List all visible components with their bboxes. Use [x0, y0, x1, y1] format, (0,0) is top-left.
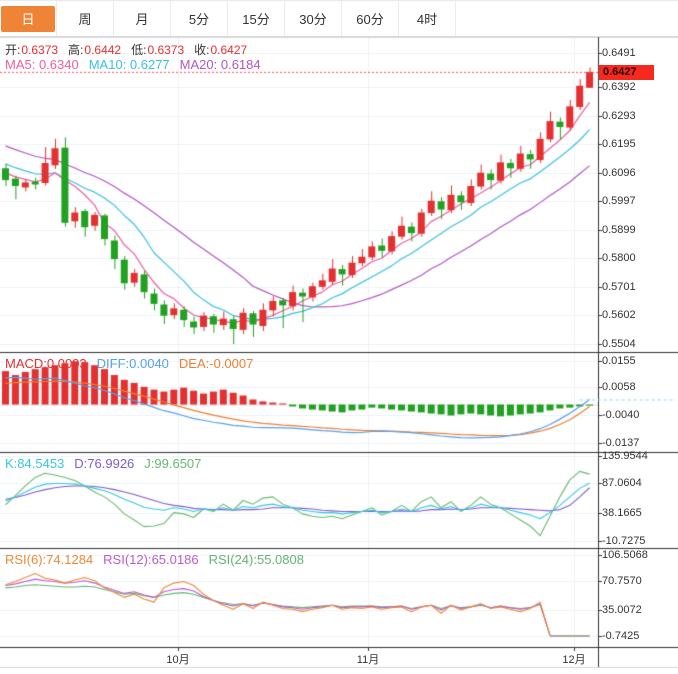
rsi-axis-label-0: 106.5068 — [602, 549, 648, 561]
macd-values-row: MACD:0.0093 DIFF:0.0040 DEA:-0.0007 — [5, 356, 263, 371]
ma-value-2: MA20: 0.6184 — [179, 57, 261, 72]
macd-value-0: MACD:0.0093 — [5, 356, 87, 371]
ma-values-row: MA5: 0.6340 MA10: 0.6277 MA20: 0.6184 — [5, 57, 271, 72]
tab-15min-label: 15分 — [242, 12, 270, 27]
month-label-2: 12月 — [562, 654, 586, 666]
rsi-value-2: RSI(24):55.0808 — [208, 552, 304, 567]
macd-value-1: DIFF:0.0040 — [96, 356, 169, 371]
tab-month-label: 月 — [135, 12, 149, 27]
tab-60min[interactable]: 60分 — [342, 1, 399, 36]
quote-label-0: 开: — [5, 43, 21, 57]
ohlc-row: 开:0.6373 高:0.6442 低:0.6373 收:0.6427 — [5, 41, 257, 58]
tab-15min[interactable]: 15分 — [228, 1, 285, 36]
main-axis-label-0: 0.6491 — [602, 47, 636, 59]
main-axis-label-2: 0.6293 — [602, 110, 636, 122]
kdj-axis-label-1: 87.0604 — [602, 477, 642, 489]
quote-label-2: 低: — [131, 43, 147, 57]
tab-week-label: 周 — [78, 12, 92, 27]
tab-week[interactable]: 周 — [57, 1, 114, 36]
main-axis-label-4: 0.6096 — [602, 167, 636, 179]
rsi-value-0: RSI(6):74.1284 — [5, 552, 94, 567]
kdj-values-row: K:84.5453 D:76.9926 J:99.6507 — [5, 456, 211, 471]
main-axis-label-3: 0.6195 — [602, 138, 636, 150]
rsi-axis-label-3: -0.7425 — [602, 630, 640, 642]
tab-day-label: 日 — [1, 5, 55, 32]
month-label-1: 11月 — [356, 654, 380, 666]
current-price-tag: 0.6427 — [599, 65, 654, 80]
tab-60min-label: 60分 — [356, 12, 384, 27]
main-axis-label-1: 0.6392 — [602, 81, 636, 93]
macd-axis-label-2: -0.0040 — [602, 409, 640, 421]
ma-value-1: MA10: 0.6277 — [88, 57, 170, 72]
main-axis-label-5: 0.5997 — [602, 195, 636, 207]
macd-value-2: DEA:-0.0007 — [178, 356, 254, 371]
macd-axis-label-0: 0.0155 — [602, 355, 636, 367]
month-label-0: 10月 — [166, 654, 190, 666]
quote-value-2: 0.6373 — [147, 43, 185, 57]
macd-axis-label-3: -0.0137 — [602, 437, 640, 449]
main-axis-label-10: 0.5504 — [602, 338, 636, 350]
quote-value-3: 0.6427 — [210, 43, 248, 57]
tab-5min-label: 5分 — [188, 12, 210, 27]
macd-axis-label-1: 0.0058 — [602, 381, 636, 393]
rsi-values-row: RSI(6):74.1284 RSI(12):65.0186 RSI(24):55.… — [5, 552, 314, 567]
rsi-value-1: RSI(12):65.0186 — [103, 552, 199, 567]
quote-label-1: 高: — [68, 43, 84, 57]
tab-5min[interactable]: 5分 — [171, 1, 228, 36]
kdj-axis-label-2: 38.1665 — [602, 507, 642, 519]
tab-4hour-label: 4时 — [416, 12, 438, 27]
tab-30min-label: 30分 — [299, 12, 327, 27]
kdj-value-0: K:84.5453 — [5, 456, 65, 471]
quote-value-0: 0.6373 — [21, 43, 59, 57]
quote-label-3: 收: — [194, 43, 210, 57]
rsi-axis-label-1: 70.7570 — [602, 575, 642, 587]
kdj-axis-label-3: -10.7275 — [602, 535, 646, 547]
tab-day[interactable]: 日 — [0, 1, 57, 36]
main-axis-label-6: 0.5899 — [602, 224, 636, 236]
main-axis-label-9: 0.5602 — [602, 309, 636, 321]
tab-4hour[interactable]: 4时 — [399, 1, 456, 36]
timeframe-tabbar: 日 周 月 5分 15分 30分 60分 4时 — [0, 0, 678, 37]
rsi-axis-label-2: 35.0072 — [602, 604, 642, 616]
tab-30min[interactable]: 30分 — [285, 1, 342, 36]
tab-month[interactable]: 月 — [114, 1, 171, 36]
quote-value-1: 0.6442 — [84, 43, 122, 57]
kdj-axis-label-0: 135.9544 — [602, 450, 648, 462]
kdj-value-2: J:99.6507 — [144, 456, 202, 471]
kdj-value-1: D:76.9926 — [74, 456, 135, 471]
main-axis-label-8: 0.5701 — [602, 281, 636, 293]
ma-value-0: MA5: 0.6340 — [5, 57, 79, 72]
main-axis-label-7: 0.5800 — [602, 252, 636, 264]
